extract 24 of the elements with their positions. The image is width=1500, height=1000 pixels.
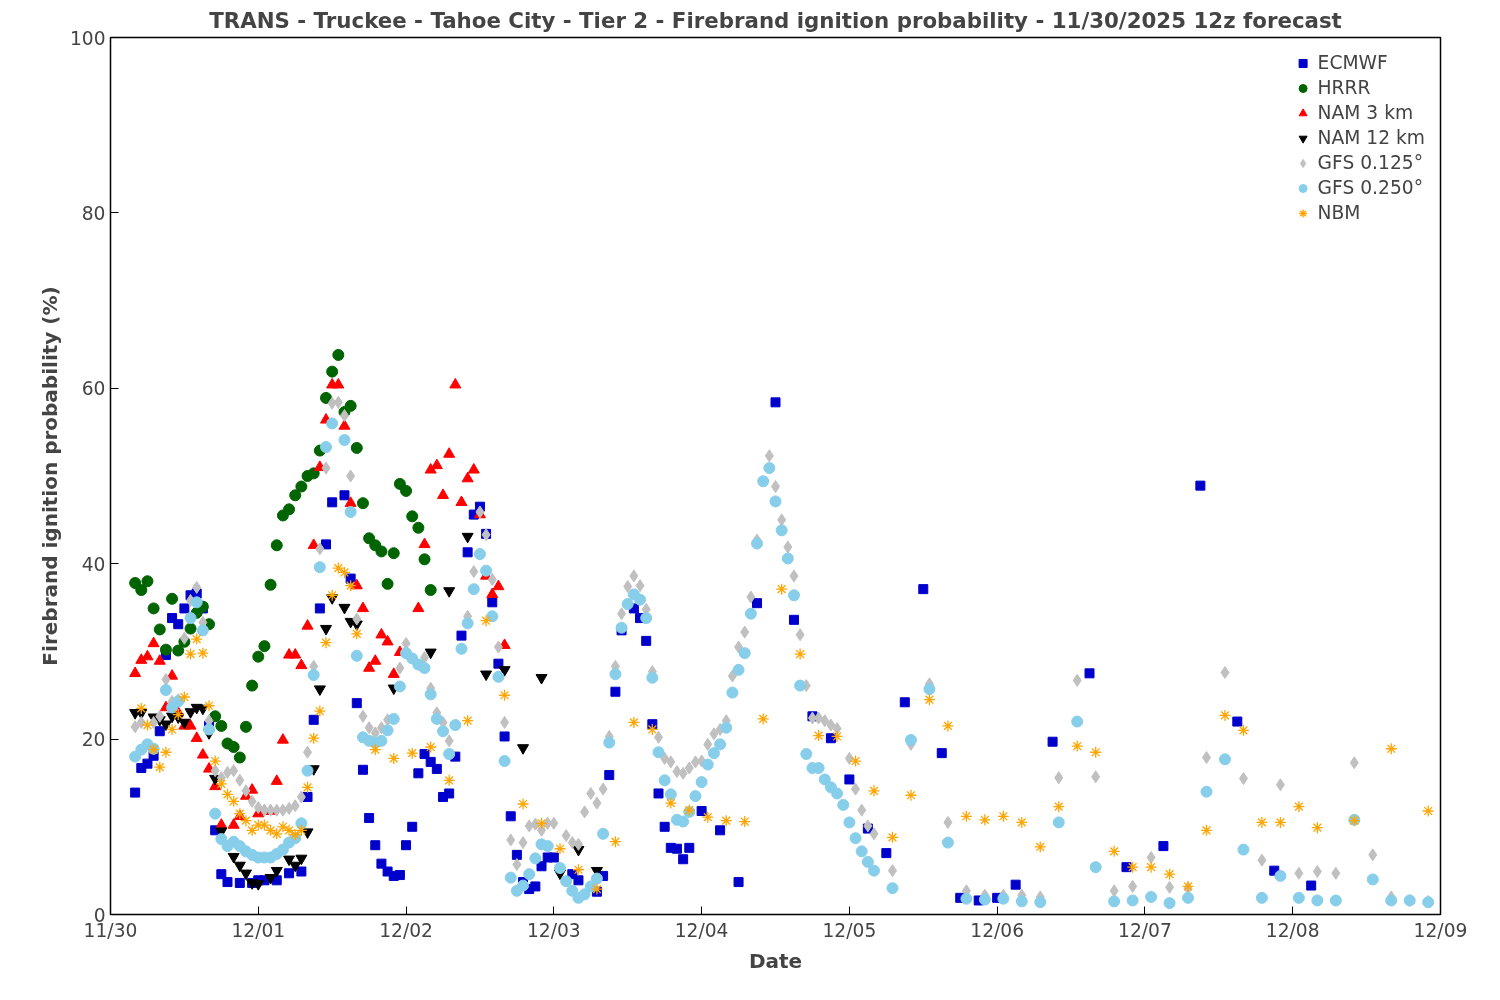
y-tick-label: 100 [69, 27, 106, 49]
x-tick-label: 12/08 [1265, 919, 1320, 941]
legend-label: GFS 0.250° [1317, 177, 1423, 198]
legend-label: GFS 0.125° [1317, 152, 1423, 173]
x-tick-label: 12/06 [970, 919, 1025, 941]
x-tick-label: 12/05 [822, 919, 877, 941]
legend-label: NAM 3 km [1317, 102, 1414, 123]
y-axis-title: Firebrand ignition probability (%) [37, 286, 62, 666]
y-tick-label: 20 [81, 729, 106, 751]
x-tick-label: 12/09 [1413, 919, 1468, 941]
y-tick-label: 40 [81, 553, 106, 575]
x-tick-label: 12/03 [526, 919, 581, 941]
legend-label: NAM 12 km [1317, 127, 1425, 148]
x-tick-label: 12/02 [379, 919, 433, 941]
y-tick-label: 60 [81, 378, 106, 400]
legend-label: HRRR [1317, 77, 1371, 98]
y-tick-label: 80 [81, 202, 106, 224]
legend-label: ECMWF [1317, 52, 1388, 73]
x-tick-label: 12/07 [1118, 919, 1172, 941]
x-tick-label: 12/01 [231, 919, 286, 941]
x-tick-label: 12/04 [674, 919, 729, 941]
x-axis-title: Date [748, 948, 803, 973]
chart-title: TRANS - Truckee - Tahoe City - Tier 2 - Firebrand ignition probability - 11/30/2025 12z forecast [209, 7, 1342, 33]
legend-label: NBM [1317, 202, 1361, 223]
